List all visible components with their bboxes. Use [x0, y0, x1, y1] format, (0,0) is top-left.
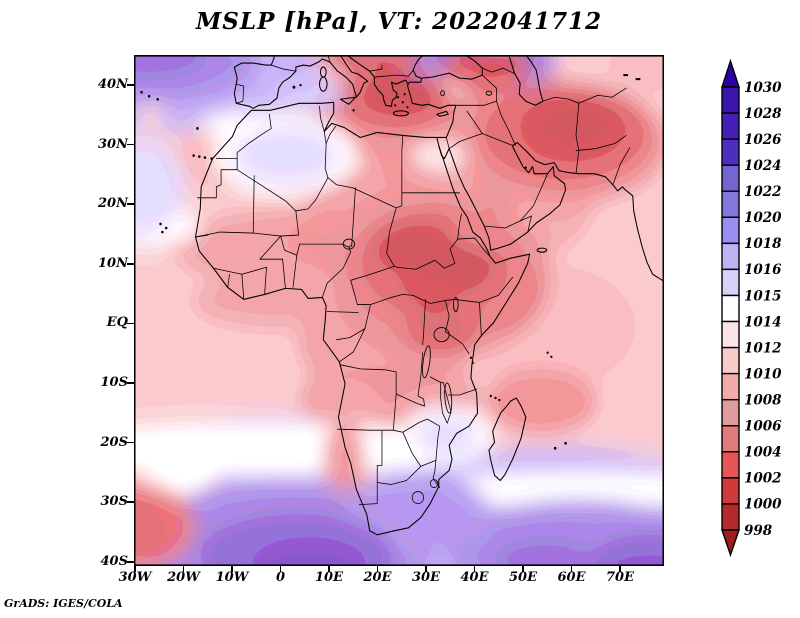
colorbar-label: 1018	[744, 236, 782, 252]
colorbar-label: 1030	[744, 80, 782, 96]
colorbar-segment	[721, 190, 740, 218]
colorbar-segment	[721, 399, 740, 427]
colorbar-label: 1010	[744, 366, 782, 382]
colorbar-segment	[721, 268, 740, 297]
colorbar-segment	[721, 425, 740, 453]
y-tick-mark	[127, 561, 134, 563]
y-tick-label: 40S	[100, 553, 128, 569]
colorbar-segment	[721, 372, 740, 401]
y-tick-mark	[127, 143, 134, 146]
grads-attribution: GrADS: IGES/COLA	[4, 597, 123, 610]
colorbar-arrow-top	[721, 58, 740, 88]
y-tick-label: 30N	[98, 136, 128, 152]
lakes	[342, 90, 493, 414]
y-tick-label: 30S	[100, 494, 128, 510]
x-tick-label: 0	[275, 570, 286, 585]
y-tick-mark	[127, 382, 134, 384]
y-tick-mark	[127, 203, 134, 205]
colorbar-segment	[721, 112, 740, 140]
colorbar-label: 1015	[744, 288, 782, 304]
x-tick-label: 30E	[412, 570, 440, 585]
y-tick-label: 20N	[98, 196, 128, 212]
colorbar-segment	[721, 216, 740, 245]
x-tick-label: 20W	[167, 570, 200, 585]
colorbar-label: 1004	[744, 445, 782, 461]
y-tick-mark	[127, 322, 134, 325]
colorbar-segment	[721, 138, 740, 166]
y-tick-label: 10S	[100, 375, 128, 390]
colorbar-label: 1000	[744, 497, 782, 513]
y-tick-label: EQ	[106, 315, 128, 331]
y-tick-label: 10N	[98, 255, 128, 271]
x-tick-label: 70E	[606, 570, 634, 585]
colorbar-label: 1012	[744, 340, 782, 356]
colorbar-segment	[721, 503, 740, 531]
x-tick-mark	[182, 566, 185, 572]
coastlines	[194, 55, 664, 536]
y-tick-label: 40N	[98, 77, 128, 92]
colorbar-segment	[721, 320, 740, 349]
colorbar-label: 1022	[744, 184, 782, 200]
y-tick-mark	[127, 441, 134, 444]
colorbar-label: 1016	[744, 262, 782, 278]
x-tick-mark	[425, 566, 427, 572]
colorbar-label: 1026	[744, 132, 782, 148]
colorbar-segment	[721, 164, 740, 192]
islands	[140, 74, 641, 450]
x-tick-label: 50E	[509, 570, 537, 585]
colorbar-segment	[721, 451, 740, 479]
x-tick-mark	[570, 566, 573, 572]
country-borders	[195, 55, 631, 506]
x-tick-mark	[231, 566, 233, 572]
x-tick-mark	[522, 566, 524, 572]
map-frame	[134, 55, 664, 566]
colorbar-label: 1028	[744, 106, 782, 122]
colorbar-arrow-bottom	[721, 529, 740, 558]
colorbar-segment	[721, 242, 740, 271]
x-tick-mark	[279, 566, 282, 572]
x-tick-mark	[376, 566, 379, 572]
colorbar-label: 1014	[744, 314, 782, 330]
x-tick-label: 60E	[557, 570, 586, 585]
x-tick-label: 30W	[118, 570, 152, 585]
plot-title: MSLP [hPa], VT: 2022041712	[195, 8, 603, 35]
colorbar-label: 1020	[744, 210, 782, 226]
colorbar-label: 998	[744, 523, 773, 539]
colorbar-label: 1008	[744, 393, 782, 409]
y-tick-mark	[127, 84, 134, 86]
colorbar-segment	[721, 294, 740, 323]
y-tick-mark	[127, 501, 134, 503]
colorbar-segment	[721, 477, 740, 505]
colorbar-label: 1024	[744, 158, 782, 174]
y-tick-mark	[127, 263, 134, 265]
x-tick-label: 10E	[315, 570, 343, 585]
x-tick-mark	[328, 566, 330, 572]
x-tick-label: 40E	[460, 570, 489, 585]
y-tick-label: 20S	[100, 434, 128, 450]
x-tick-mark	[619, 566, 621, 572]
colorbar-label: 1002	[744, 471, 782, 487]
map-canvas	[134, 55, 664, 566]
colorbar-label: 1006	[744, 419, 782, 435]
colorbar-segment	[721, 86, 740, 114]
x-tick-label: 20E	[363, 570, 392, 585]
colorbar-segment	[721, 346, 740, 375]
x-tick-label: 10W	[215, 570, 249, 585]
pressure-field	[134, 55, 664, 566]
x-tick-mark	[473, 566, 476, 572]
x-tick-mark	[134, 566, 136, 572]
